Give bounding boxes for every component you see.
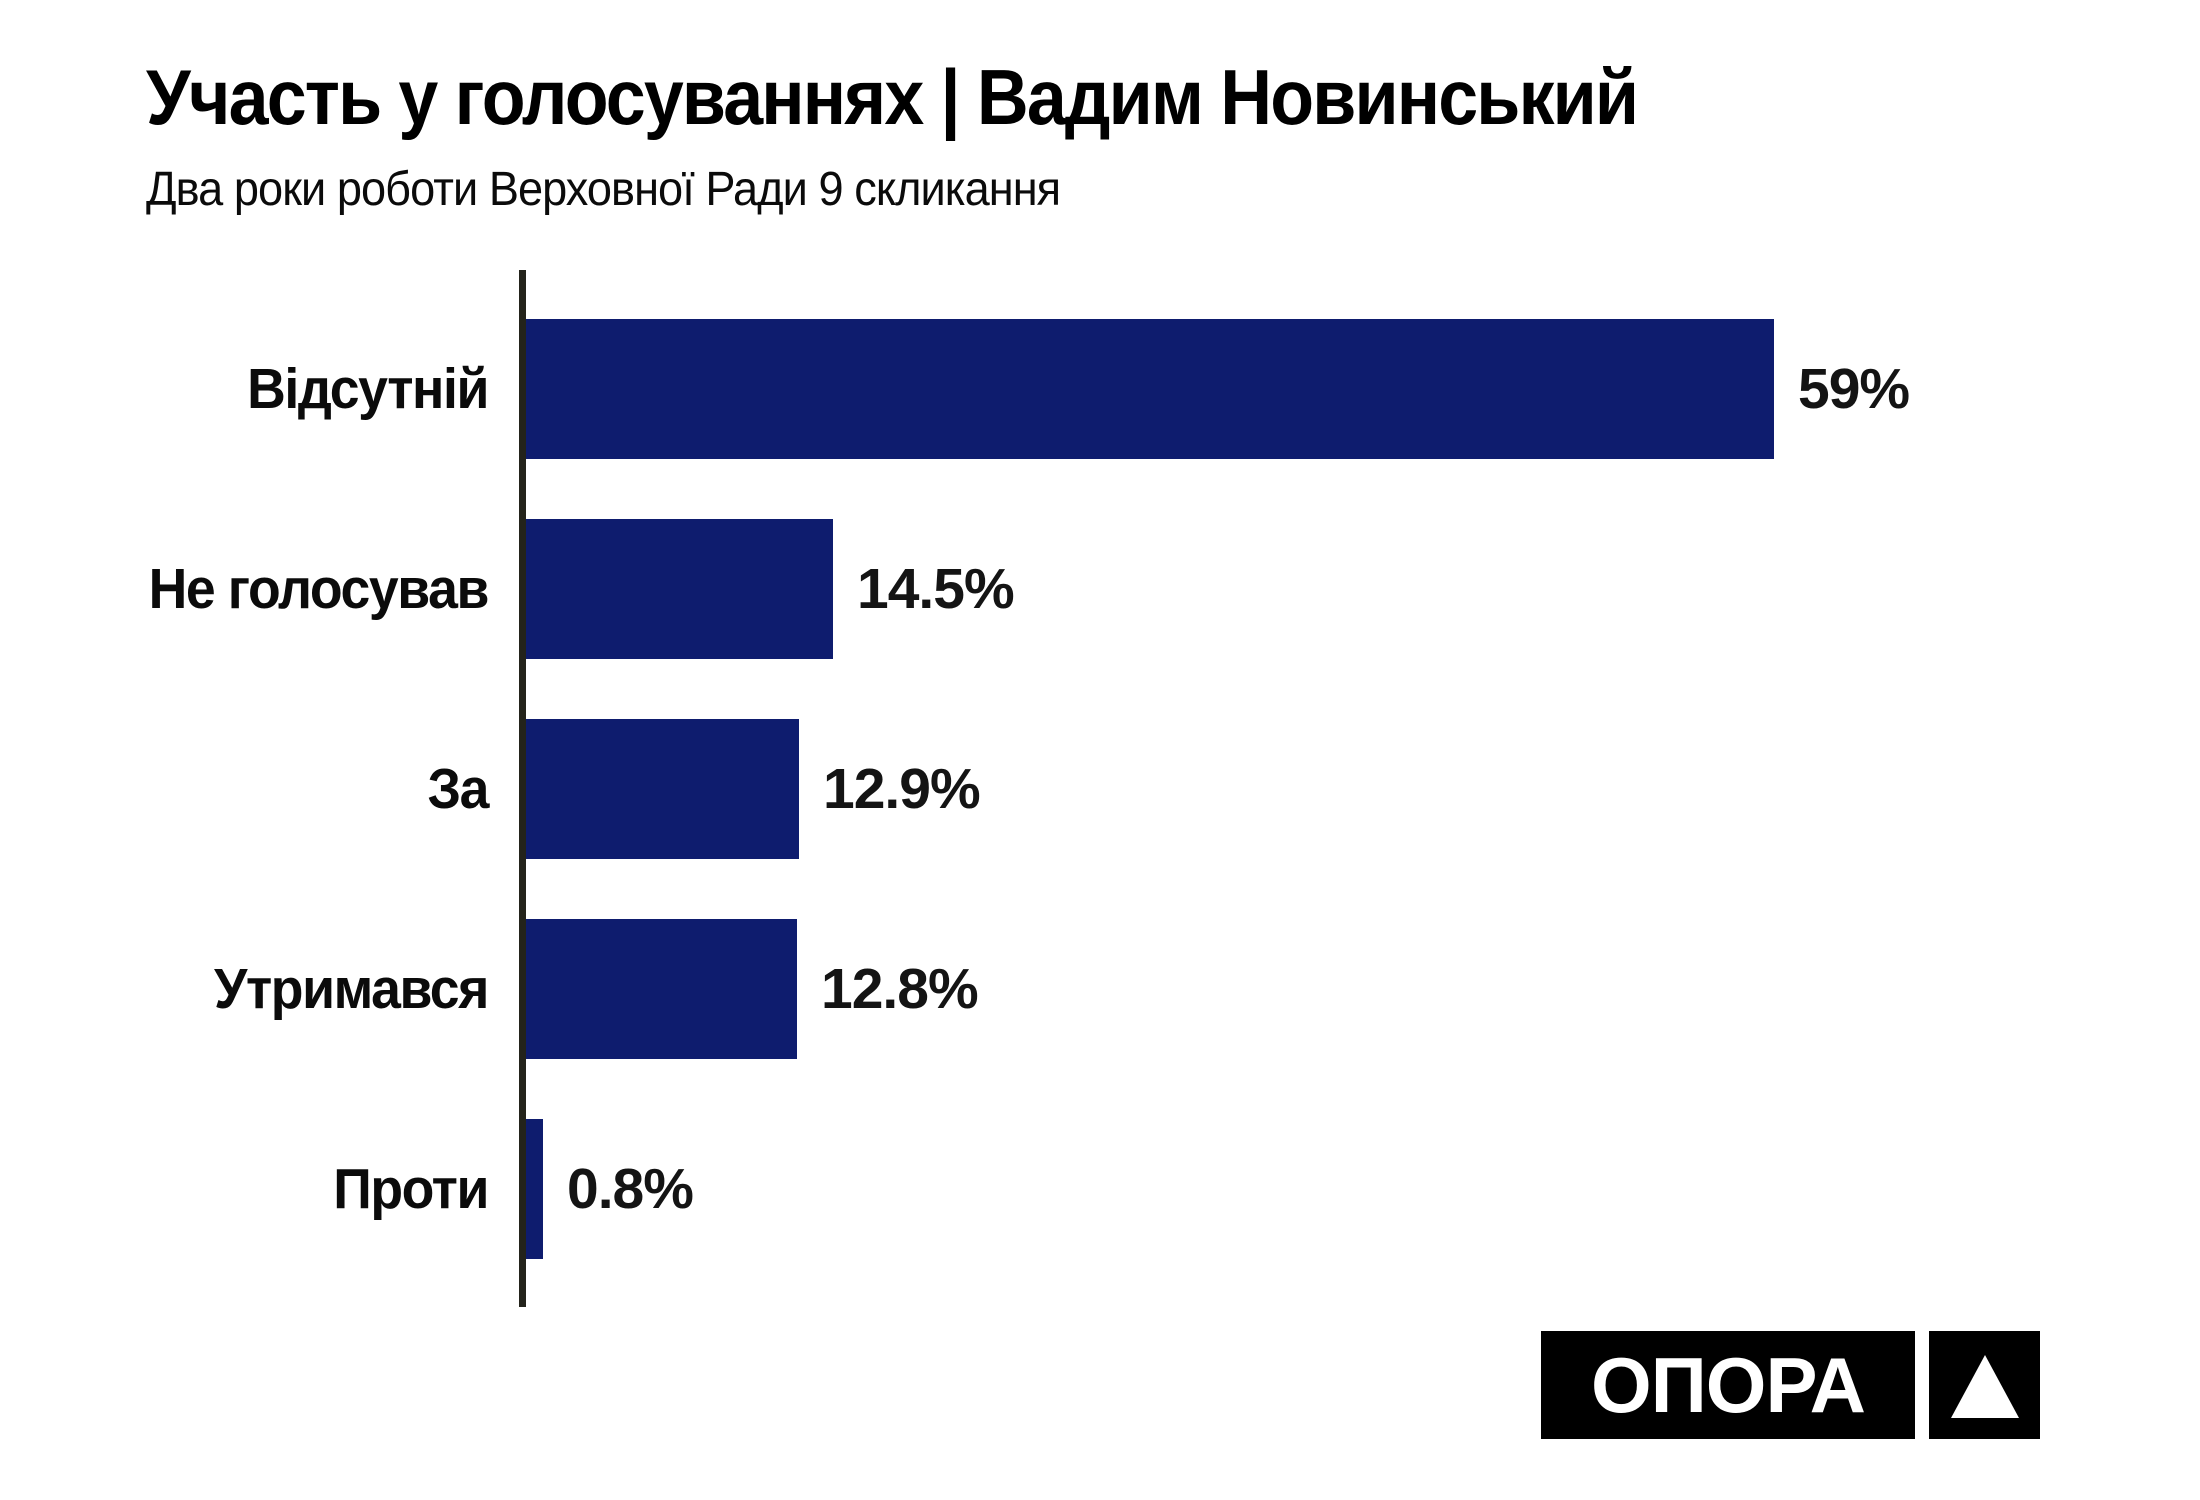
opora-logo: ОПОРА (1541, 1331, 2040, 1439)
triangle-up-icon (1950, 1355, 2019, 1418)
bar (526, 1119, 543, 1259)
bar (526, 719, 799, 859)
page-title: Участь у голосуваннях | Вадим Новинський (146, 53, 1639, 141)
y-axis-line (519, 270, 526, 1307)
value-label: 0.8% (567, 1157, 694, 1221)
opora-logo-mark (1929, 1331, 2040, 1439)
page-subtitle: Два роки роботи Верховної Ради 9 скликан… (146, 163, 1061, 216)
value-label: 59% (1798, 357, 1910, 421)
opora-logo-divider (1915, 1331, 1929, 1439)
value-label: 12.9% (823, 757, 981, 821)
category-label: За (427, 757, 489, 821)
value-label: 14.5% (857, 557, 1015, 621)
bar (526, 319, 1774, 459)
category-label: Утримався (214, 957, 489, 1021)
category-label: Не голосував (148, 557, 490, 621)
bar (526, 519, 833, 659)
opora-logo-wordmark: ОПОРА (1541, 1331, 1915, 1439)
category-label: Відсутній (247, 357, 489, 421)
value-label: 12.8% (821, 957, 979, 1021)
bar (526, 919, 797, 1059)
category-label: Проти (333, 1157, 489, 1221)
